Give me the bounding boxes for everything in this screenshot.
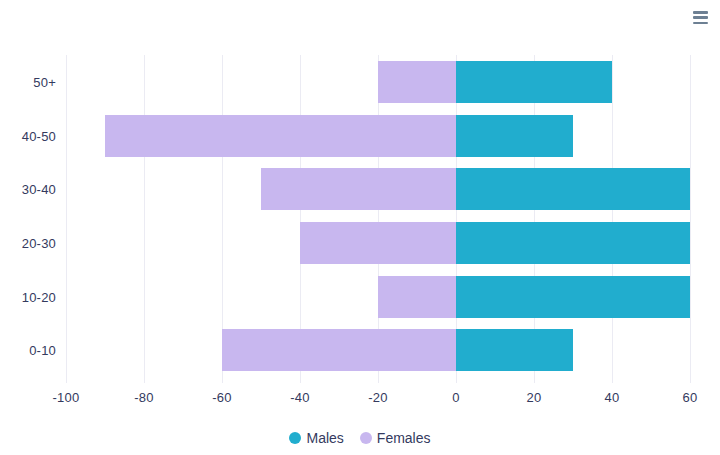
chart-legend: Males Females — [0, 430, 720, 446]
menu-bar — [693, 16, 708, 19]
bar-males-30-40[interactable] — [456, 168, 690, 210]
x-axis-label: 40 — [605, 390, 620, 405]
y-axis-label: 40-50 — [22, 128, 56, 143]
bar-males-50+[interactable] — [456, 61, 612, 103]
x-axis-label: 0 — [452, 390, 459, 405]
x-axis-tick — [222, 377, 223, 383]
gridline — [612, 55, 613, 377]
y-axis-label: 50+ — [33, 74, 56, 89]
x-axis-tick — [690, 377, 691, 383]
legend-item-females[interactable]: Females — [360, 430, 431, 446]
menu-bar — [693, 22, 708, 25]
x-axis-label: -80 — [134, 390, 153, 405]
legend-label-males: Males — [306, 430, 343, 446]
bar-males-0-10[interactable] — [456, 329, 573, 371]
bar-males-10-20[interactable] — [456, 276, 690, 318]
x-axis-label: 60 — [683, 390, 698, 405]
males-legend-marker-icon — [289, 432, 301, 444]
gridline — [66, 55, 67, 377]
plot-area: -100-80-60-40-20020406050+40-5030-4020-3… — [66, 55, 690, 377]
gridline — [690, 55, 691, 377]
x-axis-tick — [300, 377, 301, 383]
x-axis-label: -20 — [368, 390, 387, 405]
legend-item-males[interactable]: Males — [289, 430, 343, 446]
y-axis-label: 10-20 — [22, 289, 56, 304]
x-axis-label: 20 — [527, 390, 542, 405]
x-axis-label: -40 — [290, 390, 309, 405]
x-axis-label: -60 — [212, 390, 231, 405]
x-axis-label: -100 — [53, 390, 80, 405]
x-axis-tick — [534, 377, 535, 383]
bar-males-20-30[interactable] — [456, 222, 690, 264]
y-axis-label: 30-40 — [22, 182, 56, 197]
bar-females-20-30[interactable] — [300, 222, 456, 264]
menu-bar — [693, 11, 708, 14]
legend-label-females: Females — [377, 430, 431, 446]
x-axis-tick — [66, 377, 67, 383]
x-axis-tick — [378, 377, 379, 383]
bar-females-30-40[interactable] — [261, 168, 456, 210]
bar-females-50+[interactable] — [378, 61, 456, 103]
bar-females-10-20[interactable] — [378, 276, 456, 318]
x-axis-tick — [456, 377, 457, 383]
gridline — [144, 55, 145, 377]
bar-females-0-10[interactable] — [222, 329, 456, 371]
x-axis-tick — [144, 377, 145, 383]
bar-males-40-50[interactable] — [456, 115, 573, 157]
hamburger-menu-icon[interactable] — [693, 11, 708, 24]
y-axis-label: 0-10 — [29, 343, 56, 358]
bar-females-40-50[interactable] — [105, 115, 456, 157]
x-axis-tick — [612, 377, 613, 383]
y-axis-label: 20-30 — [22, 235, 56, 250]
bar-chart-panel: -100 -80 -60 -40 -20 0 20 40 60 50+ 40-50 30-40 20-3… — [0, 0, 720, 455]
females-legend-marker-icon — [360, 432, 372, 444]
